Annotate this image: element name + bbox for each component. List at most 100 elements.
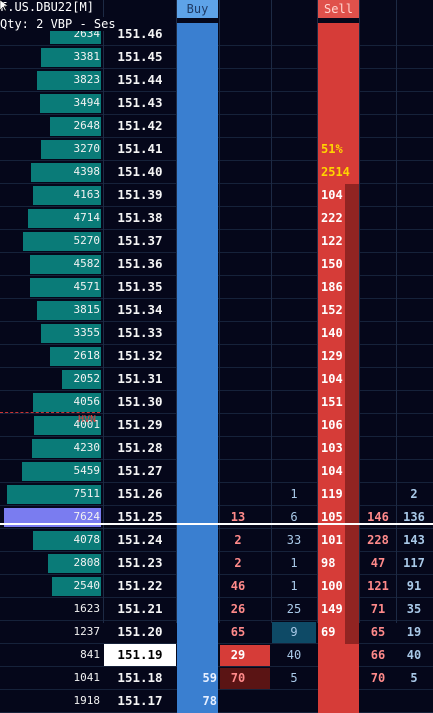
sell-cell[interactable] <box>318 644 359 667</box>
price-row[interactable]: 5459 151.27 104 <box>0 460 433 483</box>
price-row[interactable]: 4714 151.38 222 <box>0 207 433 230</box>
price-row[interactable]: 4078 151.24 2 33 101 228 143 <box>0 529 433 552</box>
price-row[interactable]: 3494 151.43 <box>0 92 433 115</box>
buy-cell[interactable] <box>177 552 218 575</box>
price-row[interactable]: 3823 151.44 <box>0 69 433 92</box>
price-row[interactable]: 4230 151.28 103 <box>0 437 433 460</box>
buy-cell[interactable] <box>177 460 218 483</box>
price-row[interactable]: 4571 151.35 186 <box>0 276 433 299</box>
price-cell[interactable]: 151.20 <box>117 624 163 639</box>
buy-cell[interactable] <box>177 506 218 529</box>
price-cell[interactable]: 151.28 <box>117 440 163 455</box>
price-cell[interactable]: 151.39 <box>117 187 163 202</box>
price-cell[interactable]: 151.23 <box>117 555 163 570</box>
price-cell[interactable]: 151.38 <box>117 210 163 225</box>
buy-cell[interactable] <box>177 299 218 322</box>
buy-cell[interactable] <box>177 46 218 69</box>
price-cell[interactable]: 151.17 <box>117 693 163 708</box>
price-row[interactable]: 7624 151.25 13 6 105 146 136 <box>0 506 433 529</box>
price-row[interactable]: 2052 151.31 104 <box>0 368 433 391</box>
price-row[interactable]: 3270 151.41 51% <box>0 138 433 161</box>
price-cell[interactable]: 151.24 <box>117 532 163 547</box>
price-cell[interactable]: 151.30 <box>117 394 163 409</box>
price-cell[interactable]: 151.36 <box>117 256 163 271</box>
price-cell[interactable]: 151.32 <box>117 348 163 363</box>
sell-cell[interactable] <box>318 46 359 69</box>
price-cell[interactable]: 151.42 <box>117 118 163 133</box>
buy-cell[interactable] <box>177 391 218 414</box>
buy-cell[interactable] <box>177 414 218 437</box>
buy-cell[interactable] <box>177 276 218 299</box>
buy-cell[interactable] <box>177 184 218 207</box>
buy-cell[interactable] <box>177 437 218 460</box>
price-cell[interactable]: 151.37 <box>117 233 163 248</box>
buy-cell[interactable] <box>177 230 218 253</box>
buy-cell[interactable] <box>177 92 218 115</box>
price-cell[interactable]: 151.35 <box>117 279 163 294</box>
price-row[interactable]: 1918 151.17 78 <box>0 690 433 713</box>
price-cell[interactable]: 151.44 <box>117 72 163 87</box>
price-cell[interactable]: 151.26 <box>117 486 163 501</box>
buy-cell[interactable] <box>177 368 218 391</box>
price-row[interactable]: 2618 151.32 129 <box>0 345 433 368</box>
price-row[interactable]: 4582 151.36 150 <box>0 253 433 276</box>
buy-cell[interactable] <box>177 529 218 552</box>
price-row[interactable]: 1237 151.20 65 9 69 65 19 <box>0 621 433 644</box>
price-row[interactable]: 3355 151.33 140 <box>0 322 433 345</box>
price-row[interactable]: 4056 151.30 151 <box>0 391 433 414</box>
price-row[interactable]: 2808 151.23 2 1 98 47 117 <box>0 552 433 575</box>
price-cell[interactable]: 151.31 <box>117 371 163 386</box>
buy-cell[interactable] <box>177 644 218 667</box>
buy-cell[interactable] <box>177 207 218 230</box>
price-row[interactable]: 3815 151.34 152 <box>0 299 433 322</box>
price-cell[interactable]: 151.40 <box>117 164 163 179</box>
buy-cell[interactable] <box>177 253 218 276</box>
buy-cell[interactable] <box>177 483 218 506</box>
price-cell[interactable]: 151.33 <box>117 325 163 340</box>
price-row[interactable]: 3381 151.45 <box>0 46 433 69</box>
price-row[interactable]: 4001 151.29 106 <box>0 414 433 437</box>
price-cell[interactable]: 151.19 <box>104 644 176 666</box>
sell-cell[interactable] <box>318 138 359 161</box>
price-cell[interactable]: 151.41 <box>117 141 163 156</box>
sell-cell[interactable] <box>318 92 359 115</box>
buy-cell[interactable] <box>177 621 218 644</box>
sell-cell[interactable] <box>318 161 359 184</box>
price-row[interactable]: 2540 151.22 46 1 100 121 91 <box>0 575 433 598</box>
price-cell[interactable]: 151.43 <box>117 95 163 110</box>
sell-cell[interactable] <box>318 115 359 138</box>
price-row[interactable]: 1623 151.21 26 25 149 71 35 <box>0 598 433 621</box>
price-cell[interactable]: 151.46 <box>117 26 163 41</box>
sell-cell[interactable] <box>318 69 359 92</box>
price-row[interactable]: 2648 151.42 <box>0 115 433 138</box>
price-row[interactable]: 4163 151.39 104 <box>0 184 433 207</box>
price-row[interactable]: 1041 151.18 59 70 5 70 5 <box>0 667 433 690</box>
price-cell[interactable]: 151.29 <box>117 417 163 432</box>
sell-volume-cell: 2 <box>234 533 242 547</box>
price-cell[interactable]: 151.18 <box>117 670 163 685</box>
sell-cell[interactable] <box>318 23 359 46</box>
price-cell[interactable]: 151.22 <box>117 578 163 593</box>
buy-cell[interactable] <box>177 161 218 184</box>
buy-cell[interactable] <box>177 138 218 161</box>
sell-cell[interactable] <box>318 667 359 690</box>
price-cell[interactable]: 151.45 <box>117 49 163 64</box>
buy-cell[interactable] <box>177 69 218 92</box>
buy-column-header[interactable]: Buy <box>177 0 218 18</box>
buy-cell[interactable] <box>177 345 218 368</box>
price-cell[interactable]: 151.25 <box>117 509 163 524</box>
buy-cell[interactable] <box>177 322 218 345</box>
sell-column-header[interactable]: Sell <box>318 0 359 18</box>
price-row[interactable]: 5270 151.37 122 <box>0 230 433 253</box>
buy-cell[interactable] <box>177 115 218 138</box>
price-row[interactable]: 4398 151.40 2514 <box>0 161 433 184</box>
price-cell[interactable]: 151.34 <box>117 302 163 317</box>
buy-cell[interactable] <box>177 23 218 46</box>
price-row[interactable]: 841 151.19 29 40 66 40 <box>0 644 433 667</box>
buy-cell[interactable] <box>177 575 218 598</box>
price-cell[interactable]: 151.27 <box>117 463 163 478</box>
price-row[interactable]: 7511 151.26 1 119 2 <box>0 483 433 506</box>
price-cell[interactable]: 151.21 <box>117 601 163 616</box>
sell-cell[interactable] <box>318 690 359 713</box>
buy-cell[interactable] <box>177 598 218 621</box>
